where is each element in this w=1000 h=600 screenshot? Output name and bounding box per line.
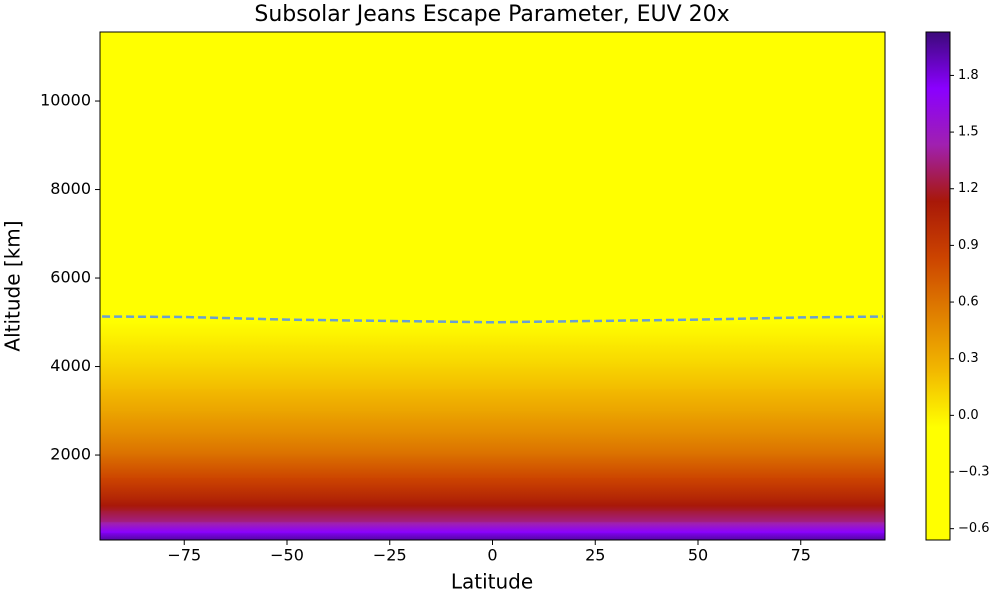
x-tick-label: −25 xyxy=(373,546,407,565)
contour-band xyxy=(100,531,885,540)
y-tick-label: 4000 xyxy=(50,356,91,375)
colorbar-tick-label: 1.2 xyxy=(958,181,979,196)
contour-band xyxy=(100,388,885,412)
colorbar-tick-label: −0.6 xyxy=(958,521,990,536)
contour-band xyxy=(100,498,885,511)
y-tick-label: 10000 xyxy=(40,91,91,110)
colorbar-tick-label: 0.9 xyxy=(958,238,979,253)
contour-band xyxy=(100,454,885,478)
contour-band xyxy=(100,520,885,533)
contour-band xyxy=(100,189,885,235)
colorbar-tick-label: 0.3 xyxy=(958,351,979,366)
y-tick-label: 6000 xyxy=(50,268,91,287)
x-tick-label: 25 xyxy=(585,546,605,565)
colorbar xyxy=(925,31,951,541)
contour-band xyxy=(100,233,885,279)
x-tick-label: 0 xyxy=(487,546,497,565)
colorbar-tick-label: 1.8 xyxy=(958,68,979,83)
y-tick-label: 8000 xyxy=(50,179,91,198)
colorbar-tick-label: −0.3 xyxy=(958,465,990,480)
contour-band xyxy=(100,366,885,390)
colorbar-tick-label: 0.6 xyxy=(958,295,979,310)
contour-band xyxy=(100,432,885,456)
x-tick-label: −75 xyxy=(167,546,201,565)
x-tick-label: 75 xyxy=(791,546,811,565)
chart-title: Subsolar Jeans Escape Parameter, EUV 20x xyxy=(254,2,729,27)
y-axis-label: Altitude [km] xyxy=(1,220,25,351)
y-tick-label: 2000 xyxy=(50,445,91,464)
x-axis-label: Latitude xyxy=(451,570,533,594)
contour-band xyxy=(100,410,885,434)
contour-band xyxy=(100,32,885,102)
contour-band xyxy=(100,321,885,345)
contour-band xyxy=(100,144,885,191)
contour-field xyxy=(100,32,885,540)
contour-band xyxy=(100,343,885,368)
contour-band xyxy=(100,277,885,323)
colorbar-tick-label: 1.5 xyxy=(958,125,979,140)
x-tick-label: −50 xyxy=(270,546,304,565)
contour-band xyxy=(100,476,885,500)
contour-band xyxy=(100,509,885,522)
contour-band xyxy=(100,100,885,146)
level-line xyxy=(102,315,883,324)
colorbar-tick-label: 0.0 xyxy=(958,408,979,423)
x-tick-label: 50 xyxy=(688,546,708,565)
